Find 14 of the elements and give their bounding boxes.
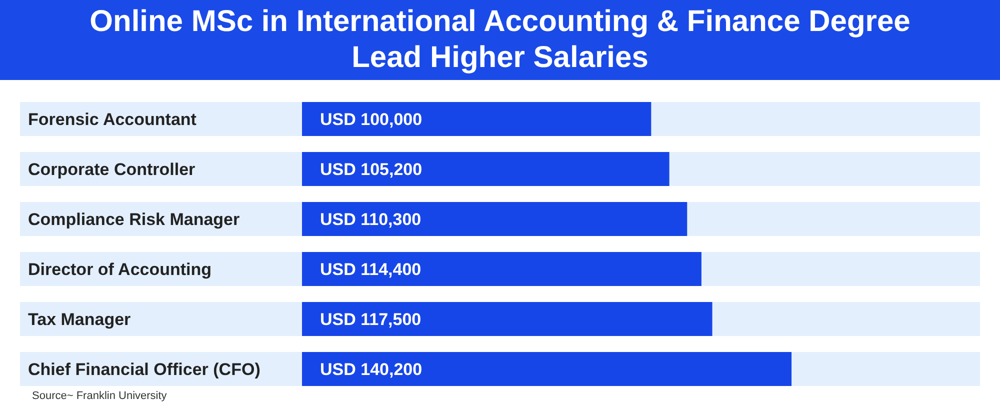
- y-tick-label: Forensic Accountant: [28, 110, 197, 129]
- source-note: Source~ Franklin University: [32, 390, 167, 402]
- y-tick-label: Director of Accounting: [28, 260, 212, 279]
- data-label: USD 140,200: [320, 360, 422, 380]
- y-tick-label: Compliance Risk Manager: [28, 210, 240, 229]
- y-tick-label: Chief Financial Officer (CFO): [28, 360, 260, 379]
- y-tick-label: Tax Manager: [28, 310, 132, 329]
- data-label: USD 105,200: [320, 160, 422, 180]
- y-tick-label: Corporate Controller: [28, 160, 196, 179]
- chart-title: Online MSc in International Accounting & Finance Degree Lead Higher Salaries: [0, 0, 1000, 80]
- data-label: USD 100,000: [320, 110, 422, 130]
- data-label: USD 114,400: [320, 260, 422, 280]
- data-label: USD 110,300: [320, 210, 422, 230]
- data-label: USD 117,500: [320, 310, 422, 330]
